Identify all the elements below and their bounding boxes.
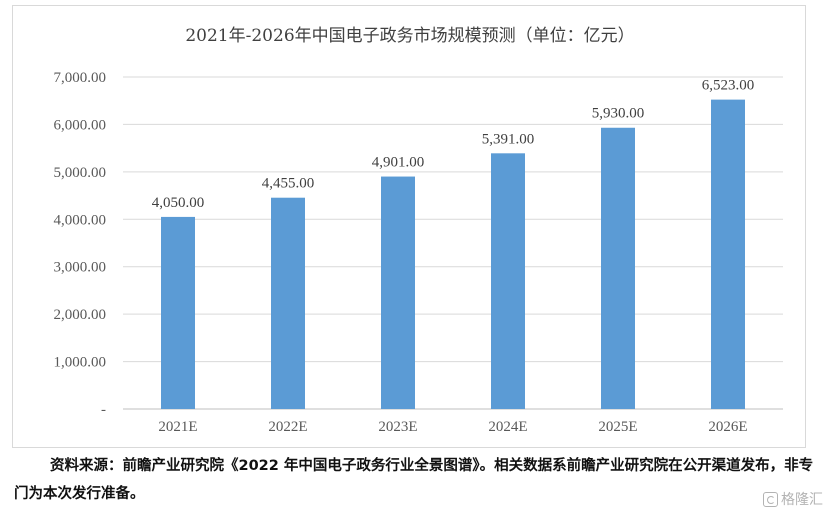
watermark-text: 格隆汇 <box>781 492 823 508</box>
y-tick-label: 3,000.00 <box>54 260 107 276</box>
y-axis-ticks: - 1,000.00 2,000.00 3,000.00 4,000.00 5,000.0… <box>54 70 107 418</box>
bar <box>491 153 525 409</box>
chart-title: 2021年-2026年中国电子政务市场规模预测（单位：亿元） <box>185 26 634 46</box>
gelonghui-logo-icon <box>763 491 778 507</box>
y-tick-label: - <box>101 402 106 418</box>
y-tick-label: 2,000.00 <box>54 307 107 323</box>
y-tick-label: 5,000.00 <box>54 165 107 181</box>
x-axis-ticks: 2021E 2022E 2023E 2024E 2025E 2026E <box>158 419 747 435</box>
bar <box>601 127 635 410</box>
x-tick-label: 2025E <box>598 419 637 435</box>
data-label: 5,391.00 <box>482 131 535 147</box>
bar <box>161 216 195 409</box>
x-tick-label: 2022E <box>268 419 307 435</box>
data-label: 6,523.00 <box>702 78 755 94</box>
y-tick-label: 4,000.00 <box>54 212 107 228</box>
x-tick-label: 2021E <box>158 419 197 435</box>
data-label: 4,455.00 <box>262 176 315 192</box>
bar <box>711 99 745 410</box>
data-label: 4,901.00 <box>372 155 425 171</box>
y-tick-label: 7,000.00 <box>54 70 107 86</box>
source-note: 资料来源：前瞻产业研究院《2022 年中国电子政务行业全景图谱》。相关数据系前瞻… <box>14 458 814 502</box>
bar <box>381 176 415 409</box>
x-tick-label: 2026E <box>708 419 747 435</box>
y-tick-label: 1,000.00 <box>54 355 107 371</box>
gridlines <box>123 76 783 410</box>
x-tick-label: 2024E <box>488 419 527 435</box>
bars <box>161 99 745 410</box>
bar-chart: 2021年-2026年中国电子政务市场规模预测（单位：亿元） - 1,000.00… <box>54 26 783 435</box>
chart-frame: 2021年-2026年中国电子政务市场规模预测（单位：亿元） - 1,000.00… <box>12 5 806 448</box>
watermark: 格隆汇 <box>763 489 823 509</box>
data-label: 4,050.00 <box>152 195 205 211</box>
bar <box>271 197 305 409</box>
y-tick-label: 6,000.00 <box>54 117 107 133</box>
data-labels: 4,050.00 4,455.00 4,901.00 5,391.00 5,930.00… <box>152 78 755 211</box>
x-tick-label: 2023E <box>378 419 417 435</box>
data-label: 5,930.00 <box>592 106 645 122</box>
